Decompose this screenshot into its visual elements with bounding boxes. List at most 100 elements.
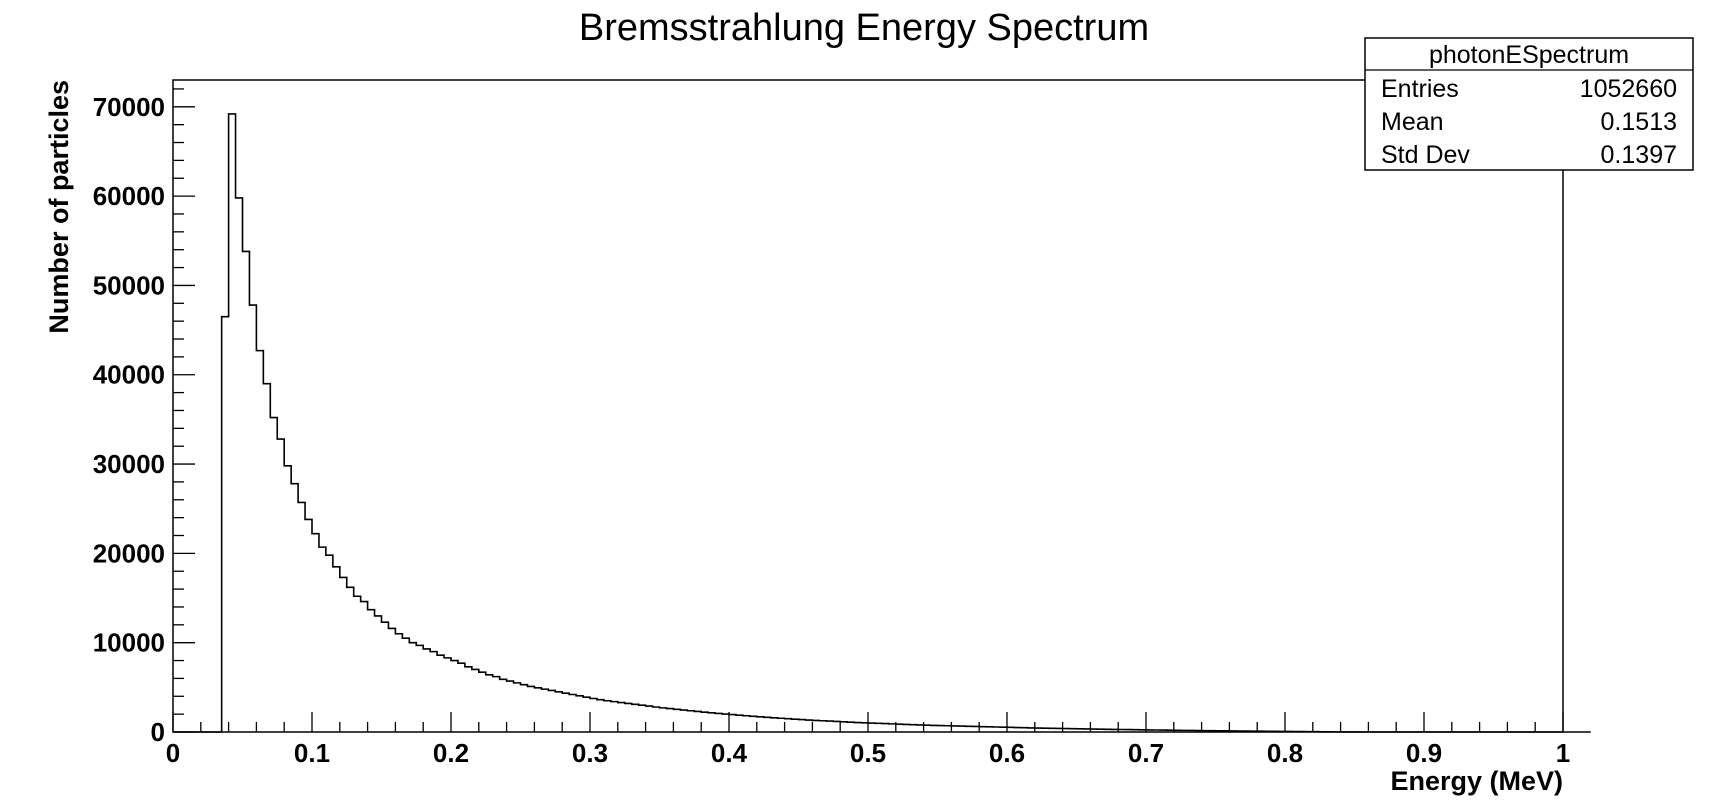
histogram-bin xyxy=(270,418,277,732)
histogram-bin xyxy=(382,622,389,732)
histogram-bin xyxy=(757,717,764,732)
histogram-bin xyxy=(972,726,979,732)
histogram-bin xyxy=(840,722,847,732)
x-tick-label: 0.3 xyxy=(572,738,608,768)
histogram-bin xyxy=(402,638,409,732)
histogram-bin xyxy=(958,726,965,732)
x-tick-label: 0.7 xyxy=(1128,738,1164,768)
histogram-bin xyxy=(263,384,270,732)
stats-box-name: photonESpectrum xyxy=(1429,41,1629,69)
y-axis-title: Number of particles xyxy=(44,80,74,334)
histogram-bin xyxy=(451,661,458,732)
histogram-bin xyxy=(799,720,806,732)
histogram-bin xyxy=(416,645,423,732)
x-tick-label: 0.5 xyxy=(850,738,886,768)
histogram-bin xyxy=(632,704,639,732)
histogram-bin xyxy=(694,711,701,732)
histogram-bin xyxy=(826,721,833,732)
histogram-bin xyxy=(847,722,854,732)
histogram-bin xyxy=(444,658,451,732)
x-tick-label: 1 xyxy=(1556,738,1570,768)
histogram-bin xyxy=(229,114,236,732)
y-tick-label: 50000 xyxy=(93,270,165,300)
histogram-bin xyxy=(298,502,305,732)
x-tick-label: 0.2 xyxy=(433,738,469,768)
y-tick-label: 10000 xyxy=(93,628,165,658)
histogram-bin xyxy=(333,567,340,732)
histogram-bin xyxy=(611,702,618,732)
histogram-bin xyxy=(590,699,597,732)
histogram-bin xyxy=(562,693,569,732)
histogram-bin xyxy=(903,724,910,732)
histogram-bin xyxy=(493,677,500,732)
histogram-bin xyxy=(555,692,562,732)
histogram-bin xyxy=(729,715,736,732)
histogram-bin xyxy=(569,694,576,732)
histogram-bin xyxy=(243,251,250,732)
histogram-bin xyxy=(284,466,291,732)
histogram-bin xyxy=(548,690,555,732)
histogram-bin xyxy=(368,610,375,732)
chart-title: Bremsstrahlung Energy Spectrum xyxy=(579,7,1149,49)
histogram-bin xyxy=(479,672,486,732)
y-tick-label: 60000 xyxy=(93,181,165,211)
histogram-bin xyxy=(896,724,903,732)
histogram-bin xyxy=(889,724,896,732)
plot-frame xyxy=(172,79,1564,733)
histogram-bin xyxy=(639,705,646,732)
histogram-bin xyxy=(875,723,882,732)
y-tick-label: 40000 xyxy=(93,360,165,390)
histogram-bin xyxy=(395,634,402,732)
histogram-bin xyxy=(521,685,528,732)
histogram-bin xyxy=(305,519,312,732)
x-tick-label: 0.8 xyxy=(1267,738,1303,768)
histogram-bin xyxy=(805,720,812,732)
histogram-bin xyxy=(666,709,673,732)
y-tick-label: 70000 xyxy=(93,92,165,122)
histogram-bin xyxy=(771,718,778,732)
histogram-bin xyxy=(625,703,632,732)
histogram-bin xyxy=(646,706,653,732)
histogram-bin xyxy=(361,602,368,732)
histogram-bin xyxy=(951,726,958,732)
histogram-bin xyxy=(486,675,493,732)
histogram-bin xyxy=(882,724,889,732)
histogram-bin xyxy=(653,707,660,732)
stats-stddev-value: 0.1397 xyxy=(1601,141,1677,169)
stats-mean-value: 0.1513 xyxy=(1601,108,1677,136)
stats-entries-value: 1052660 xyxy=(1580,75,1677,103)
histogram-bin xyxy=(500,679,507,732)
histogram-bin xyxy=(597,700,604,732)
y-tick-label: 20000 xyxy=(93,538,165,568)
stats-mean-label: Mean xyxy=(1381,108,1444,136)
histogram-bin xyxy=(312,534,319,732)
x-tick-label: 0.1 xyxy=(294,738,330,768)
stats-box: photonESpectrum Entries 1052660 Mean 0.1… xyxy=(1364,37,1694,171)
histogram-bin xyxy=(541,689,548,732)
histogram-bin xyxy=(743,716,750,732)
histogram-bin xyxy=(924,725,931,732)
histogram-bin xyxy=(347,587,354,732)
histogram-bin xyxy=(388,628,395,732)
histogram-bin xyxy=(833,721,840,732)
x-tick-label: 0.6 xyxy=(989,738,1025,768)
histogram-bin xyxy=(472,669,479,732)
stats-stddev-label: Std Dev xyxy=(1381,141,1470,169)
histogram-bin xyxy=(854,723,861,732)
histogram-bin xyxy=(965,726,972,732)
histogram-bin xyxy=(819,721,826,732)
histogram-bin xyxy=(861,723,868,732)
histogram-bin xyxy=(687,711,694,732)
histogram-bin xyxy=(812,720,819,732)
histogram-bin xyxy=(249,305,256,732)
y-tick-label: 30000 xyxy=(93,449,165,479)
histogram-bin xyxy=(764,717,771,732)
histogram-bin xyxy=(938,726,945,732)
histogram-bin xyxy=(277,439,284,732)
histogram-bin xyxy=(680,710,687,732)
histogram-bin xyxy=(430,652,437,732)
histogram-bin xyxy=(792,719,799,732)
histogram-bin xyxy=(910,725,917,732)
histogram-bin xyxy=(750,716,757,732)
histogram-bin xyxy=(423,649,430,732)
